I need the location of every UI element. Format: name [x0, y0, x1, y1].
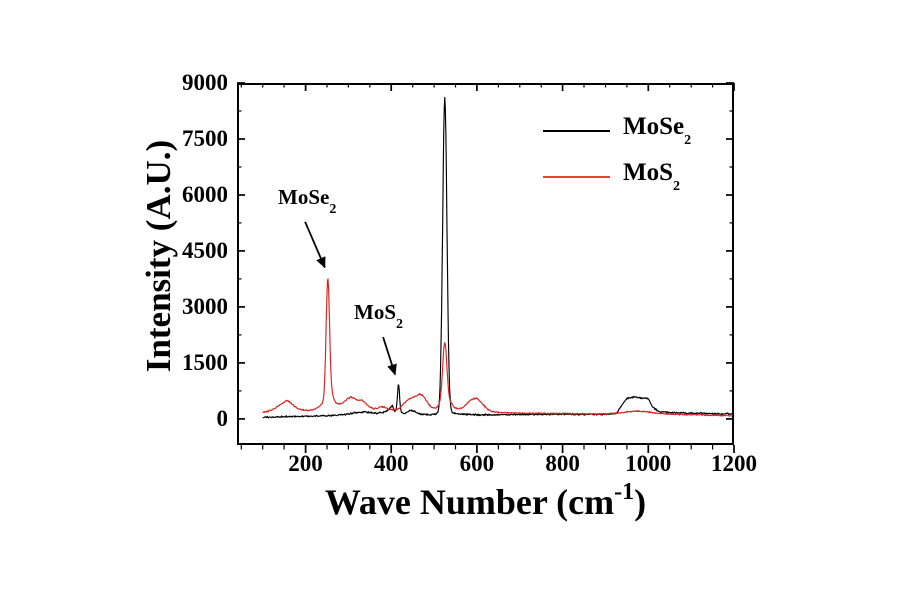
y-axis-tick-label: 7500 — [182, 125, 228, 151]
legend-entry: MoSe2 — [543, 108, 691, 154]
raman-chart-svg — [237, 82, 735, 453]
y-axis-tick-label: 0 — [216, 405, 229, 431]
annotation-arrow-mose2 — [304, 221, 326, 269]
legend-entry: MoS2 — [543, 154, 691, 200]
x-axis-tick-label: 1000 — [625, 451, 672, 476]
mos2-curve — [262, 278, 735, 417]
y-axis-tick-label: 1500 — [182, 349, 228, 375]
legend-line — [543, 130, 610, 132]
legend: MoSe2 MoS2 — [543, 108, 691, 200]
x-axis-title-text: Wave Number (cm — [324, 482, 615, 522]
annotation-mose2: MoSe2 — [278, 185, 337, 218]
annotation-mos2: MoS2 — [354, 300, 403, 333]
x-axis-title-close-paren: ) — [634, 482, 647, 522]
mose2-curve — [262, 96, 735, 419]
x-axis-tick-label: 200 — [288, 451, 323, 476]
legend-label: MoSe2 — [623, 112, 692, 148]
plot-frame — [237, 83, 734, 445]
legend-line — [543, 176, 610, 178]
x-axis-tick-label: 600 — [459, 451, 495, 476]
annotation-arrow-mos2 — [382, 336, 397, 376]
x-axis-title-superscript: -1 — [614, 479, 635, 505]
x-axis-tick-label: 400 — [373, 451, 409, 476]
y-axis-tick-label: 6000 — [182, 181, 228, 207]
plot-area — [237, 82, 735, 453]
x-axis-tick-label: 1200 — [711, 451, 757, 476]
y-axis-tick-label: 4500 — [182, 237, 228, 263]
x-axis-tick-label: 800 — [545, 451, 580, 476]
y-axis-tick-label: 9000 — [182, 70, 228, 95]
legend-label: MoS2 — [623, 158, 680, 194]
x-axis-title: Wave Number (cm-1) — [237, 479, 734, 523]
y-axis-tick-label: 3000 — [182, 293, 228, 319]
